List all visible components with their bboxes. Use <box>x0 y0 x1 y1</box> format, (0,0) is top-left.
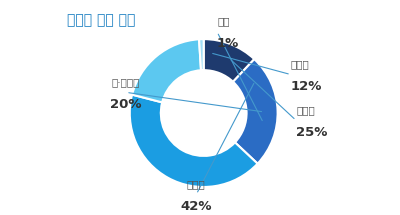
Text: 직급별 이용 현황: 직급별 이용 현황 <box>67 13 135 27</box>
Wedge shape <box>199 39 204 70</box>
Text: 과장급: 과장급 <box>187 179 206 189</box>
Wedge shape <box>233 59 278 164</box>
Wedge shape <box>204 39 254 82</box>
Text: 대리급: 대리급 <box>296 105 315 115</box>
Wedge shape <box>130 95 258 187</box>
Wedge shape <box>132 39 201 102</box>
Text: 12%: 12% <box>291 80 322 93</box>
Text: 42%: 42% <box>180 200 212 213</box>
Text: 20%: 20% <box>110 98 142 111</box>
Text: 1%: 1% <box>217 37 239 50</box>
Text: 차·부장급: 차·부장급 <box>112 77 140 87</box>
Text: 사원급: 사원급 <box>291 59 310 69</box>
Text: 기타: 기타 <box>217 17 230 26</box>
Text: 25%: 25% <box>296 126 328 139</box>
